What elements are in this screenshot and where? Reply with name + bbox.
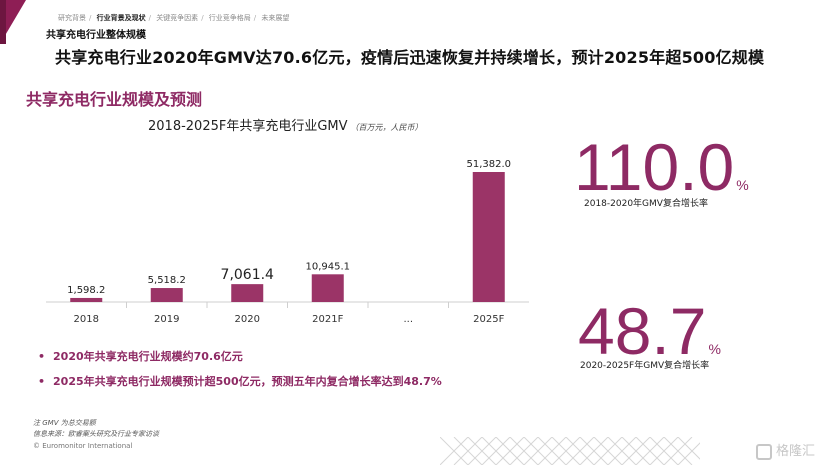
breadcrumb-item: 关键竞争因素: [156, 14, 199, 22]
watermark-text: 格隆汇: [775, 444, 815, 459]
bullet-item: 2025年共享充电行业规模预计超500亿元，预测五年内复合增长率达到48.7%: [38, 373, 442, 389]
x-tick-label: 2021F: [312, 314, 343, 325]
breadcrumb: 研究背景 / 行业背景及现状 / 关键竞争因素 / 行业竞争格局 / 未来展望: [58, 14, 290, 22]
x-tick-label: 2018: [74, 314, 99, 325]
source-notes: 注 GMV 为总交易额 信息来源：欧睿案头研究及行业专家访谈: [33, 418, 159, 440]
bar-2021F: [311, 274, 344, 302]
key-findings-list: 2020年共享充电行业规模约70.6亿元 2025年共享充电行业规模预计超500…: [38, 348, 442, 398]
kpi-value: 110.0: [574, 130, 735, 204]
data-label-2025F: 51,382.0: [466, 159, 511, 170]
section-subtitle: 共享充电行业规模及预测: [26, 90, 203, 109]
kpi-value: 48.7: [578, 294, 707, 368]
watermark: 格隆汇: [755, 440, 815, 460]
kpi-cagr-2018-2020: 110.0%: [574, 134, 749, 218]
kpi-label: 2020-2025F年GMV复合增长率: [580, 361, 710, 371]
data-label-2018: 1,598.2: [67, 285, 105, 296]
bullet-item: 2020年共享充电行业规模约70.6亿元: [38, 348, 442, 364]
kpi-unit: %: [708, 341, 721, 357]
note-line: 信息来源：欧睿案头研究及行业专家访谈: [33, 430, 159, 438]
data-label-2019: 5,518.2: [148, 275, 186, 286]
x-tick-label: ...: [403, 314, 413, 325]
breadcrumb-item-active: 行业背景及现状: [96, 14, 146, 22]
bar-2020: [231, 284, 264, 302]
chart-unit: （百万元，人民币）: [350, 123, 423, 132]
chart-title: 2018-2025F年共享充电行业GMV （百万元，人民币）: [148, 115, 423, 134]
watermark-logo-icon: [755, 443, 772, 460]
x-tick-label: 2019: [154, 314, 179, 325]
data-label-2021F: 10,945.1: [305, 261, 350, 272]
section-tag: 共享充电行业整体规模: [46, 30, 146, 41]
kpi-label: 2018-2020年GMV复合增长率: [584, 199, 708, 209]
breadcrumb-item: 研究背景: [58, 14, 86, 22]
breadcrumb-item: 行业竞争格局: [208, 14, 251, 22]
copyright: © Euromonitor International: [33, 442, 133, 450]
kpi-unit: %: [736, 177, 749, 193]
bar-2025F: [472, 172, 505, 302]
data-label-2020: 7,061.4: [221, 267, 275, 283]
corner-band: [0, 0, 6, 44]
x-tick-label: 2025F: [473, 314, 504, 325]
breadcrumb-item: 未来展望: [261, 14, 290, 22]
note-line: 注 GMV 为总交易额: [33, 419, 96, 427]
bar-2018: [70, 297, 103, 302]
kpi-cagr-2020-2025: 48.7%: [578, 298, 721, 382]
bar-2019: [150, 288, 183, 302]
decorative-pattern: [440, 437, 700, 465]
x-tick-label: 2020: [235, 314, 260, 325]
page-headline: 共享充电行业2020年GMV达70.6亿元，疫情后迅速恢复并持续增长，预计202…: [55, 48, 765, 67]
chart-title-text: 2018-2025F年共享充电行业GMV: [148, 119, 348, 134]
